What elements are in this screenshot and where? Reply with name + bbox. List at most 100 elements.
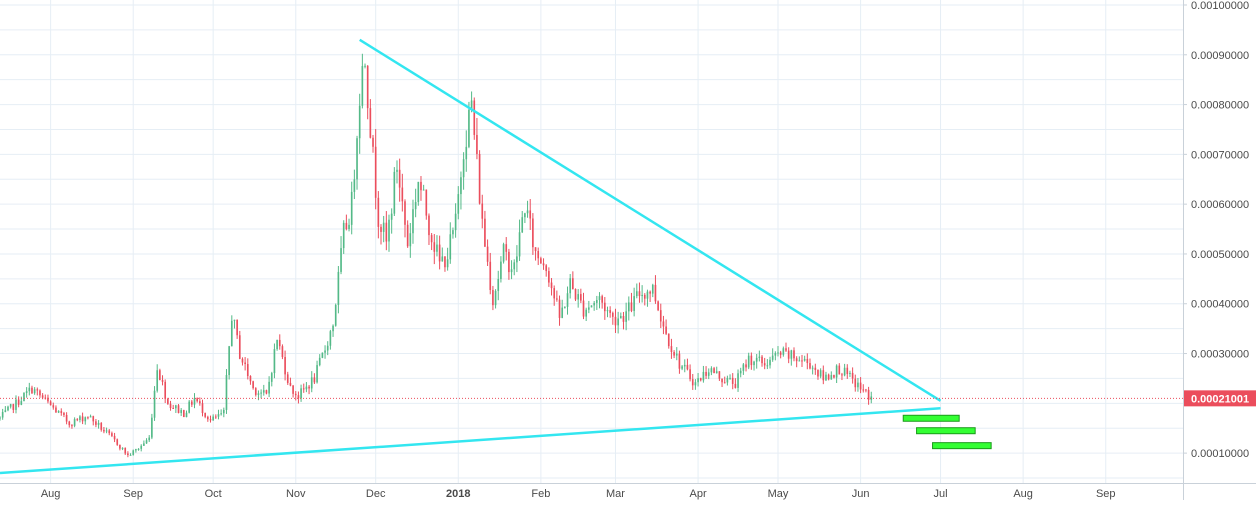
candle-body	[675, 353, 678, 356]
candle-body	[683, 364, 686, 367]
candle-body	[260, 392, 262, 394]
candle-body	[510, 269, 513, 273]
candle-body	[593, 302, 595, 306]
candle-body	[143, 443, 145, 446]
candle-body	[638, 291, 641, 297]
x-tick-label: Dec	[366, 488, 386, 500]
candle-body	[95, 421, 97, 425]
candle-body	[57, 411, 60, 413]
candle-body	[137, 448, 140, 450]
candle-body	[25, 391, 28, 393]
candle-body	[548, 271, 550, 283]
candle-body	[257, 393, 260, 395]
candle-body	[745, 364, 747, 368]
candle-body	[758, 356, 761, 358]
candle-body	[36, 389, 39, 391]
candle-body	[1, 411, 4, 418]
candle-body	[214, 416, 217, 418]
candle-body	[532, 218, 534, 248]
candle-body	[167, 398, 169, 404]
candle-body	[521, 217, 524, 233]
candle-body	[540, 258, 542, 264]
x-tick-label: Jul	[934, 488, 948, 500]
candle-body	[385, 222, 388, 242]
candle-body	[422, 189, 425, 191]
candle-body	[404, 201, 406, 225]
candle-body	[747, 355, 750, 368]
candle-body	[659, 310, 662, 322]
candle-body	[356, 138, 358, 180]
candle-body	[425, 189, 428, 216]
candle-body	[222, 409, 225, 414]
candle-body	[28, 387, 31, 392]
candle-body	[55, 407, 57, 413]
candle-body	[446, 259, 449, 268]
candle-body	[460, 177, 462, 195]
candle-body	[71, 425, 73, 427]
candle-body	[430, 235, 433, 243]
candle-body	[702, 371, 705, 381]
candle-body	[777, 352, 779, 354]
lower-trendline	[0, 407, 941, 475]
candle-body	[798, 360, 801, 362]
candle-body	[569, 278, 572, 294]
candle-body	[486, 246, 489, 262]
candle-body	[441, 256, 444, 262]
candle-body	[790, 350, 793, 359]
candle-body	[611, 312, 614, 317]
candle-body	[601, 296, 603, 303]
candle-body	[358, 105, 361, 139]
candle-body	[300, 388, 302, 399]
x-tick-label: Sep	[1096, 488, 1116, 500]
candle-body	[172, 407, 175, 409]
candle-body	[529, 210, 532, 219]
candle-body	[590, 305, 593, 308]
candle-body	[68, 421, 71, 426]
candle-body	[41, 395, 44, 398]
candle-body	[785, 348, 787, 351]
candle-body	[252, 381, 254, 389]
candle-body	[473, 100, 476, 135]
y-tick-label: 0.00050000	[1191, 249, 1249, 261]
candle-body	[606, 310, 609, 312]
candle-body	[238, 335, 241, 359]
candle-body	[236, 319, 238, 336]
candle-body	[193, 398, 196, 405]
y-tick-label: 0.00010000	[1191, 448, 1249, 460]
candle-body	[633, 296, 635, 311]
last-price-label: 0.00021001	[1191, 393, 1249, 405]
candle-body	[364, 65, 366, 67]
candle-body	[406, 224, 409, 247]
candle-body	[417, 181, 420, 203]
candle-body	[169, 403, 172, 408]
candle-body	[614, 316, 617, 326]
candle-body	[851, 372, 854, 379]
candle-body	[254, 388, 257, 395]
candle-body	[20, 401, 23, 405]
candle-body	[145, 440, 148, 444]
candle-body	[185, 412, 188, 418]
candle-body	[273, 349, 276, 374]
candle-body	[63, 413, 65, 415]
candle-body	[705, 371, 707, 376]
candle-body	[156, 370, 159, 391]
candle-body	[380, 226, 382, 232]
x-tick-label: Nov	[286, 488, 306, 500]
candle-body	[100, 422, 103, 430]
candle-body	[689, 369, 691, 380]
candle-body	[73, 419, 76, 426]
candle-body	[630, 302, 633, 311]
candle-body	[324, 350, 326, 353]
candle-body	[795, 358, 798, 362]
candle-body	[268, 381, 270, 394]
candle-body	[60, 411, 63, 414]
candle-body	[249, 376, 252, 382]
candle-body	[465, 146, 468, 160]
candle-body	[476, 134, 478, 155]
candle-body	[452, 230, 454, 235]
candle-body	[862, 389, 865, 391]
candle-body	[113, 435, 116, 440]
target-level-box	[916, 427, 976, 435]
